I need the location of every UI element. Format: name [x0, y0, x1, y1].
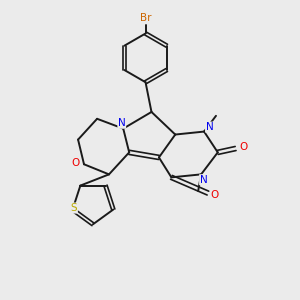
- Text: N: N: [206, 122, 213, 132]
- Text: Br: Br: [140, 13, 151, 23]
- Text: O: O: [210, 190, 219, 200]
- Text: N: N: [200, 175, 207, 185]
- Text: N: N: [118, 118, 126, 128]
- Text: S: S: [71, 203, 77, 213]
- Text: O: O: [239, 142, 247, 152]
- Text: O: O: [72, 158, 80, 168]
